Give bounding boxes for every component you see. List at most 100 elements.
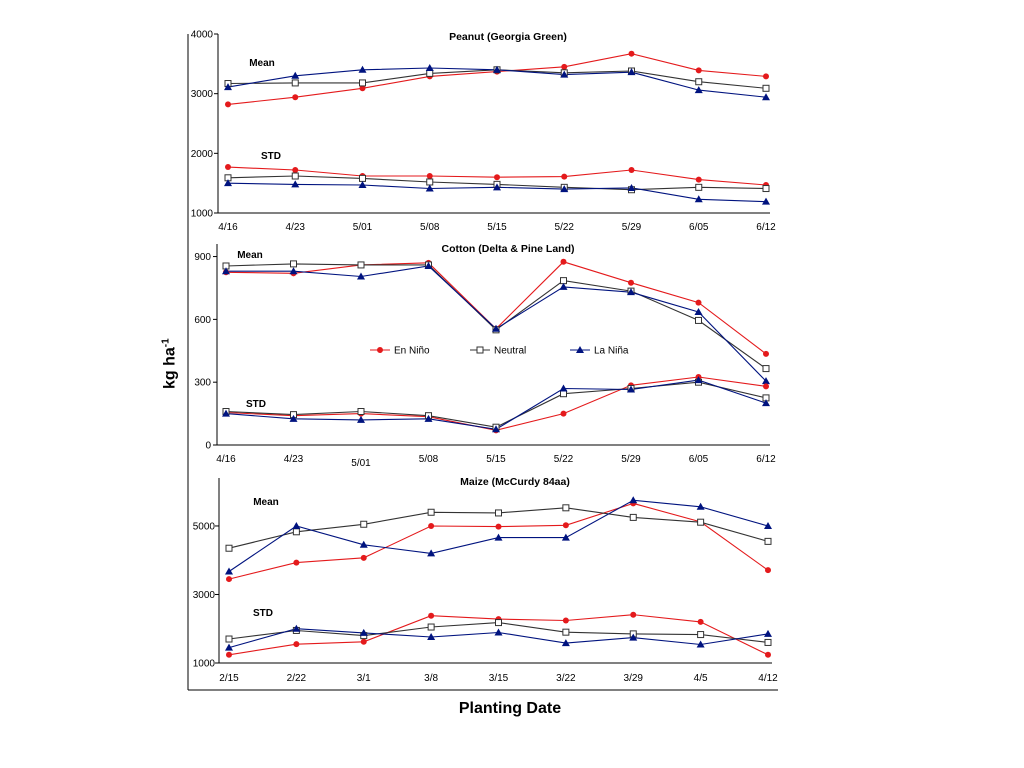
legend-marker — [476, 346, 484, 354]
maize-data-point — [697, 631, 705, 639]
peanut-x-tick-label: 6/12 — [756, 222, 776, 233]
maize-x-tick-label: 2/22 — [287, 673, 307, 684]
maize-data-point — [359, 540, 368, 548]
peanut-y-tick-label: 4000 — [191, 30, 214, 41]
peanut-data-point — [425, 184, 434, 192]
cotton-data-point — [560, 258, 567, 265]
cotton-x-tick-label: 5/01 — [351, 458, 371, 469]
cotton-data-point — [762, 399, 770, 407]
maize-data-point — [697, 518, 705, 526]
peanut-data-point — [493, 183, 501, 191]
maize-data-point — [765, 651, 771, 658]
peanut-data-point — [426, 69, 434, 77]
maize-data-point — [360, 520, 368, 528]
maize-data-point — [696, 502, 705, 510]
legend-label: La Niña — [594, 346, 629, 357]
peanut-data-point — [292, 167, 299, 174]
cotton-data-point — [763, 350, 769, 357]
cotton-y-tick-label: 600 — [194, 315, 211, 326]
peanut-data-point — [224, 83, 232, 91]
maize-data-point — [428, 522, 435, 529]
peanut-data-point — [493, 65, 501, 73]
peanut-data-point — [426, 178, 434, 186]
cotton-data-point — [560, 277, 567, 285]
maize-data-point — [292, 624, 301, 632]
peanut-x-tick-label: 5/15 — [487, 222, 507, 233]
cotton-data-point — [424, 414, 433, 422]
peanut-data-point — [494, 174, 500, 181]
peanut-data-point — [762, 197, 770, 205]
maize-data-point — [697, 618, 704, 625]
maize-data-point — [427, 623, 435, 631]
cotton-data-point — [560, 410, 567, 417]
cotton-data-point — [492, 425, 500, 433]
peanut-group-label: Mean — [249, 58, 275, 69]
cotton-data-point — [357, 408, 365, 415]
peanut-x-tick-label: 5/29 — [622, 222, 642, 233]
peanut-data-point — [762, 93, 770, 101]
y-axis-label: kg ha-1 — [160, 338, 179, 390]
cotton-data-point — [289, 414, 298, 422]
legend-marker — [576, 346, 584, 353]
maize-y-tick-label: 3000 — [193, 590, 216, 601]
peanut-data-point — [763, 73, 769, 80]
cotton-data-point — [628, 279, 634, 286]
peanut-data-point — [224, 179, 232, 187]
peanut-data-point — [358, 65, 367, 73]
peanut-y-tick-label: 1000 — [191, 209, 214, 220]
maize-data-point — [292, 521, 301, 529]
maize-data-point — [765, 567, 771, 574]
cotton-series-line — [225, 376, 767, 431]
maize-x-tick-label: 3/29 — [624, 673, 644, 684]
maize-data-point — [360, 554, 367, 561]
maize-data-point — [764, 629, 772, 637]
cotton-data-point — [694, 308, 703, 316]
peanut-data-point — [560, 185, 569, 193]
cotton-data-point — [560, 390, 567, 398]
maize-data-point — [629, 633, 638, 641]
peanut-data-point — [358, 180, 367, 188]
cotton-data-point — [222, 409, 230, 417]
cotton-x-tick-label: 4/16 — [216, 454, 236, 465]
maize-data-point — [225, 643, 233, 651]
maize-data-point — [427, 632, 436, 640]
maize-data-point — [495, 523, 502, 530]
peanut-data-point — [695, 183, 703, 191]
maize-data-point — [764, 638, 772, 646]
maize-x-tick-label: 4/5 — [694, 673, 708, 684]
maize-data-point — [494, 533, 503, 541]
peanut-y-tick-label: 2000 — [191, 149, 214, 160]
peanut-data-point — [561, 173, 568, 180]
cotton-data-point — [357, 272, 365, 280]
cotton-x-tick-label: 5/29 — [621, 454, 641, 465]
maize-data-point — [293, 559, 300, 566]
cotton-group-label: STD — [246, 399, 266, 410]
peanut-data-point — [694, 86, 703, 94]
maize-data-point — [226, 576, 232, 583]
maize-data-point — [696, 640, 705, 648]
peanut-data-point — [225, 164, 231, 171]
maize-data-point — [225, 567, 233, 575]
peanut-data-point — [762, 84, 770, 92]
maize-data-point — [225, 635, 233, 643]
peanut-data-point — [359, 85, 366, 92]
cotton-y-tick-label: 900 — [194, 252, 211, 263]
peanut-data-point — [627, 183, 636, 191]
peanut-x-tick-label: 5/22 — [555, 222, 575, 233]
maize-data-point — [495, 509, 502, 517]
maize-data-point — [562, 628, 570, 636]
maize-x-tick-label: 3/8 — [424, 673, 438, 684]
peanut-data-point — [291, 172, 299, 180]
peanut-x-tick-label: 5/01 — [353, 222, 373, 233]
maize-data-point — [360, 638, 367, 645]
cotton-data-point — [627, 288, 635, 296]
cotton-data-point — [222, 267, 230, 275]
peanut-data-point — [292, 94, 299, 101]
cotton-data-point — [290, 260, 297, 268]
peanut-group-label: STD — [261, 151, 281, 162]
cotton-data-point — [694, 376, 703, 384]
cotton-data-point — [559, 282, 568, 290]
cotton-data-point — [492, 324, 500, 332]
maize-group-label: Mean — [253, 497, 279, 508]
maize-data-point — [562, 617, 569, 624]
